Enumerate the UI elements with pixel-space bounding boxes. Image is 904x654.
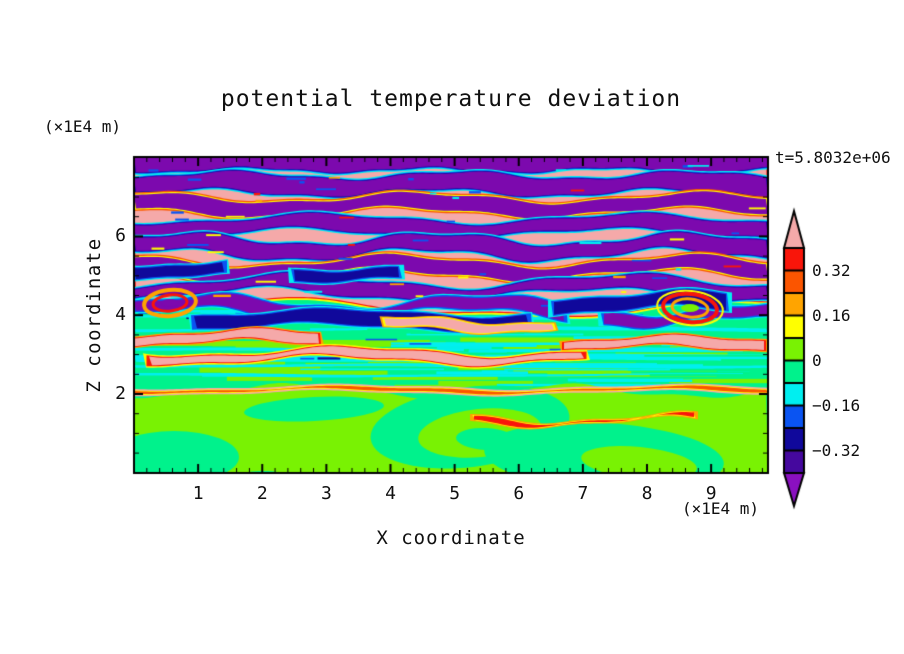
colorbar-tick-label: −0.32: [812, 440, 861, 460]
x-tick-label: 3: [320, 483, 332, 504]
z-axis-unit-label: (×1E4 m): [44, 117, 122, 136]
x-tick-label: 6: [513, 483, 525, 504]
colorbar-tick-label: 0: [812, 350, 822, 370]
x-tick-label: 5: [449, 483, 461, 504]
x-tick-label: 8: [641, 483, 653, 504]
x-axis-unit-label: (×1E4 m): [682, 499, 760, 518]
x-axis-title: X coordinate: [376, 527, 526, 549]
plot-area: [134, 157, 768, 473]
x-tick-label: 9: [705, 483, 717, 504]
plot-title: potential temperature deviation: [220, 86, 682, 112]
timestamp-label: t=5.8032e+06: [775, 148, 891, 167]
x-tick-label: 4: [385, 483, 396, 504]
z-tick-label: 2: [115, 383, 126, 404]
colorbar-tick-label: −0.16: [812, 395, 861, 415]
colorbar-tick-label: 0.32: [812, 260, 851, 280]
z-tick-label: 6: [115, 225, 126, 247]
z-tick-label: 4: [115, 304, 126, 326]
x-tick-label: 7: [577, 483, 589, 504]
colorbar-tick-label: 0.16: [812, 305, 851, 325]
x-tick-label: 1: [192, 483, 204, 504]
colorbar: [781, 208, 807, 509]
x-tick-label: 2: [256, 483, 268, 504]
